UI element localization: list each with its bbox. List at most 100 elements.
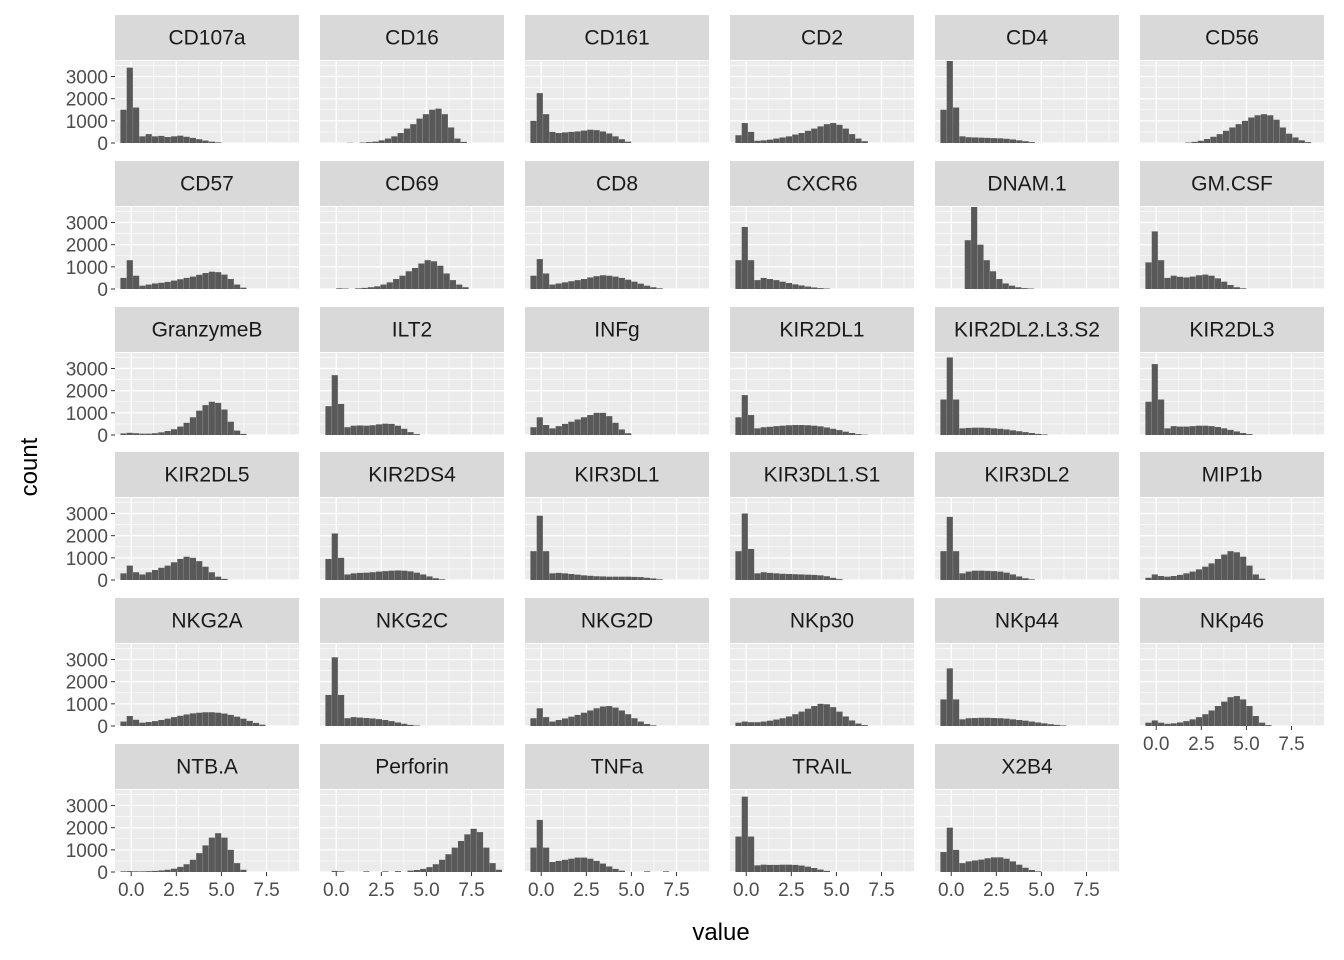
histogram-bar (618, 139, 625, 143)
histogram-bar (836, 124, 843, 143)
histogram-bar (158, 135, 165, 143)
facet-x2b4: X2B4 (935, 744, 1119, 873)
histogram-bar (773, 573, 780, 580)
histogram-bar (369, 572, 376, 580)
histogram-bar (1273, 119, 1280, 143)
histogram-bar (410, 124, 417, 143)
histogram-bar (804, 425, 811, 435)
histogram-bar (126, 565, 133, 580)
strip-label: NKp44 (995, 610, 1060, 633)
histogram-bar (555, 283, 562, 289)
histogram-bar (625, 141, 632, 143)
histogram-bar (1151, 574, 1158, 580)
histogram-bar (221, 409, 228, 435)
histogram-bar (842, 716, 849, 726)
histogram-bar (215, 712, 222, 726)
strip-background (320, 744, 504, 789)
y-tick-label: 0 (97, 134, 108, 155)
strip-label: NKG2C (376, 610, 448, 633)
histogram-bar (1221, 554, 1228, 580)
histogram-bar (234, 430, 241, 435)
histogram-bar (580, 575, 588, 580)
histogram-bar (1035, 871, 1042, 872)
histogram-bar (587, 277, 594, 289)
histogram-bar (817, 126, 824, 143)
x-tick-label: 5.0 (1028, 880, 1054, 901)
histogram-bar (344, 427, 351, 435)
histogram-bar (580, 857, 588, 872)
histogram-bar (382, 720, 389, 726)
histogram-bar (1195, 717, 1203, 726)
histogram-bar (350, 425, 357, 435)
x-tick-label: 2.5 (368, 880, 394, 901)
histogram-bar (1189, 719, 1196, 726)
strip-label: TNFa (591, 756, 644, 779)
histogram-bar (555, 133, 562, 143)
histogram-bar (587, 575, 594, 580)
histogram-bar (170, 562, 178, 580)
histogram-bar (350, 573, 357, 580)
histogram-bar (754, 573, 761, 580)
histogram-bar (656, 579, 663, 580)
strip-background (935, 307, 1119, 352)
histogram-bar (133, 275, 140, 289)
x-tick-label: 2.5 (983, 880, 1009, 901)
histogram-bar (965, 571, 972, 580)
histogram-bar (196, 561, 203, 580)
histogram-bar (1197, 140, 1204, 143)
histogram-bar (196, 853, 203, 872)
y-tick-label: 2000 (66, 673, 108, 694)
histogram-bar (984, 858, 991, 872)
histogram-bar (760, 140, 767, 143)
histogram-bar (940, 551, 947, 580)
x-tick-label: 0.0 (938, 880, 964, 901)
histogram-bar (202, 845, 209, 872)
histogram-bar (1022, 578, 1029, 580)
histogram-bar (811, 574, 818, 580)
histogram-bar (530, 551, 537, 580)
histogram-bar (593, 130, 600, 143)
facet-ilt2: ILT2 (320, 307, 504, 436)
histogram-bar (164, 718, 171, 726)
panel-background (525, 790, 709, 872)
histogram-bar (1240, 288, 1247, 289)
histogram-bar (215, 142, 222, 143)
histogram-bar (1233, 552, 1240, 580)
histogram-bar (561, 573, 569, 580)
strip-label: CD56 (1205, 27, 1259, 50)
histogram-bar (804, 708, 811, 726)
histogram-bar (1246, 434, 1253, 435)
histogram-bar (798, 574, 805, 580)
histogram-bar (1240, 556, 1247, 580)
facet-kir3dl1: KIR3DL1 (525, 452, 709, 581)
histogram-bar (953, 699, 960, 726)
histogram-bar (170, 429, 178, 435)
histogram-bar (792, 714, 799, 726)
histogram-bar (227, 714, 234, 726)
histogram-bar (754, 280, 761, 289)
histogram-bar (1003, 572, 1010, 580)
histogram-bar (240, 433, 247, 435)
histogram-bar (836, 579, 843, 580)
histogram-bar (855, 723, 862, 726)
panel-background (935, 207, 1119, 289)
y-tick-label: 3000 (66, 797, 108, 818)
histogram-bar (405, 271, 412, 289)
strip-background (730, 452, 914, 497)
histogram-bar (959, 428, 966, 435)
histogram-bar (120, 109, 127, 143)
histogram-bar (599, 412, 606, 435)
histogram-bar (1151, 720, 1158, 726)
strip-background (525, 452, 709, 497)
histogram-bar (196, 139, 203, 143)
histogram-bar (374, 286, 381, 289)
histogram-bar (1003, 718, 1010, 726)
histogram-bar (331, 870, 338, 872)
histogram-bar (735, 260, 742, 289)
histogram-bar (1170, 576, 1177, 580)
histogram-bar (830, 707, 837, 726)
histogram-bar (221, 837, 228, 872)
histogram-bar (1208, 563, 1215, 580)
histogram-bar (151, 721, 159, 726)
x-tick-label: 7.5 (1073, 880, 1099, 901)
